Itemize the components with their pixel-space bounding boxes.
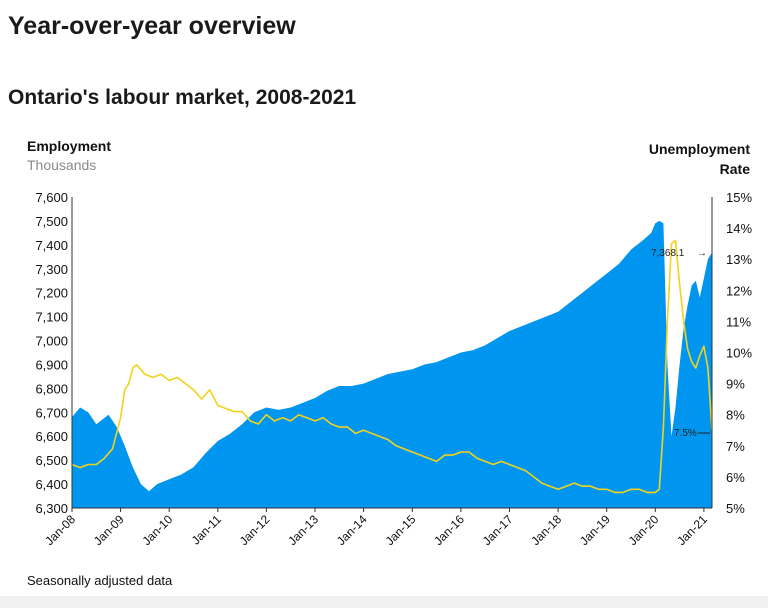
chart-figure: Employment Thousands Unemployment Rate 6… xyxy=(0,130,768,600)
right-tick-label: 5% xyxy=(726,501,745,516)
left-tick-label: 7,600 xyxy=(35,190,68,205)
right-tick-label: 10% xyxy=(726,346,752,361)
x-tick-label: Jan-11 xyxy=(189,512,224,547)
bottom-strip xyxy=(0,596,768,608)
left-tick-label: 6,800 xyxy=(35,381,68,396)
left-tick-label: 6,900 xyxy=(35,358,68,373)
plot-area xyxy=(71,220,713,508)
right-axis-ticks: 5% 6% 7% 8% 9% 10% 11% 12% 13% 14% 15% xyxy=(726,190,752,516)
x-tick-label: Jan-14 xyxy=(334,512,370,548)
x-axis-ticks: Jan-08 Jan-09 Jan-10 Jan-11 Jan-12 Jan-13 Jan-… xyxy=(42,508,710,548)
x-tick-label: Jan-21 xyxy=(674,512,710,548)
footnote: Seasonally adjusted data xyxy=(27,573,173,588)
right-tick-label: 9% xyxy=(726,377,745,392)
page-heading: Year-over-year overview xyxy=(8,12,296,40)
right-axis-title-line1: Unemployment xyxy=(649,141,750,157)
left-axis-ticks: 6,300 6,400 6,500 6,600 6,700 6,800 6,900 7,000… xyxy=(35,190,68,516)
right-tick-label: 11% xyxy=(726,314,751,329)
left-tick-label: 6,600 xyxy=(35,429,68,444)
employment-area xyxy=(72,220,712,508)
left-tick-label: 6,400 xyxy=(35,477,68,492)
x-tick-label: Jan-17 xyxy=(480,512,516,548)
right-tick-label: 6% xyxy=(726,470,745,485)
right-tick-label: 15% xyxy=(726,190,752,205)
x-tick-label: Jan-08 xyxy=(42,512,78,548)
left-tick-label: 6,300 xyxy=(35,501,68,516)
unemployment-last-value-label: 7.5% xyxy=(674,428,697,439)
right-tick-label: 12% xyxy=(726,283,752,298)
employment-arrow-glyph: → xyxy=(697,248,707,259)
x-tick-label: Jan-12 xyxy=(237,512,273,548)
right-tick-label: 13% xyxy=(726,252,752,267)
x-tick-label: Jan-09 xyxy=(91,512,127,548)
unemployment-line xyxy=(71,239,713,494)
left-tick-label: 7,200 xyxy=(35,286,68,301)
left-tick-label: 7,000 xyxy=(35,334,68,349)
left-tick-label: 7,500 xyxy=(35,214,68,229)
left-tick-label: 6,500 xyxy=(35,453,68,468)
left-axis-title: Employment xyxy=(27,138,111,154)
labour-market-chart: Employment Thousands Unemployment Rate 6… xyxy=(27,138,752,588)
x-tick-label: Jan-18 xyxy=(528,512,564,548)
left-tick-label: 7,100 xyxy=(35,310,68,325)
left-tick-label: 7,300 xyxy=(35,262,68,277)
x-tick-label: Jan-20 xyxy=(626,512,662,548)
right-tick-label: 14% xyxy=(726,221,752,236)
chart-heading: Ontario's labour market, 2008-2021 xyxy=(8,86,357,109)
x-tick-label: Jan-13 xyxy=(285,512,321,548)
right-tick-label: 8% xyxy=(726,408,745,423)
right-tick-label: 7% xyxy=(726,439,745,454)
left-axis-subtitle: Thousands xyxy=(27,157,96,173)
x-tick-label: Jan-19 xyxy=(577,512,613,548)
x-tick-label: Jan-16 xyxy=(431,512,467,548)
x-tick-label: Jan-15 xyxy=(383,512,419,548)
right-axis-title-line2: Rate xyxy=(720,161,751,177)
employment-last-value-label: 7,368.1 xyxy=(651,248,685,259)
left-tick-label: 7,400 xyxy=(35,238,68,253)
left-tick-label: 6,700 xyxy=(35,405,68,420)
x-tick-label: Jan-10 xyxy=(139,512,175,548)
